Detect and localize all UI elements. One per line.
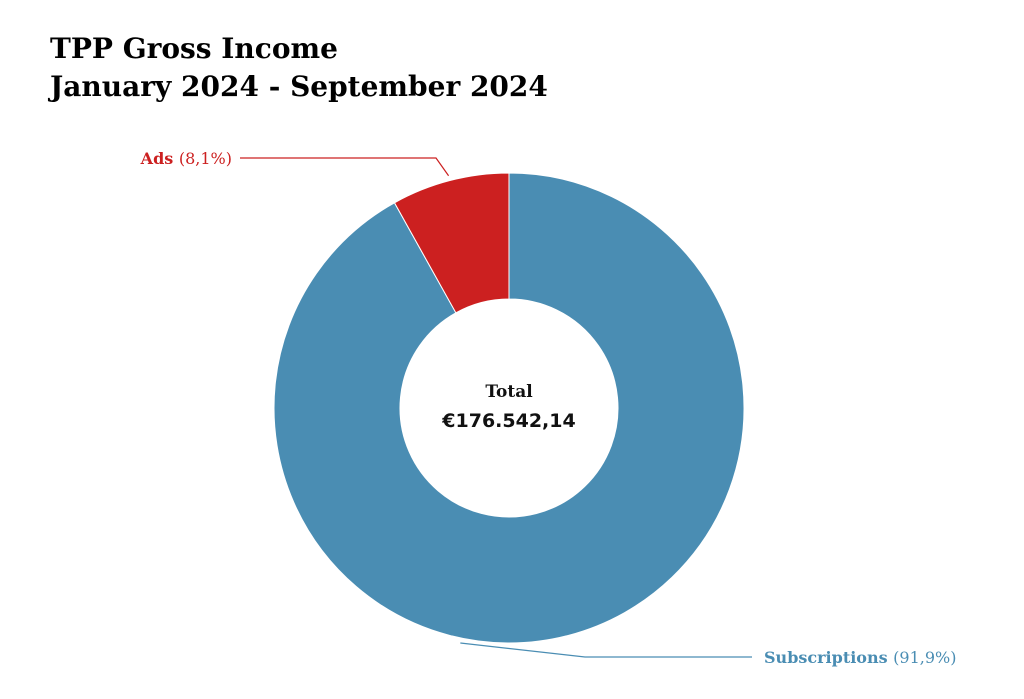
leader-line-ads: [240, 157, 450, 177]
slice-label-percent: (91,9%): [893, 648, 956, 667]
donut-slices: [273, 172, 745, 644]
slice-label-ads: Ads (8,1%): [140, 149, 232, 168]
leader-lines: [240, 157, 752, 658]
chart-title-line-2: January 2024 - September 2024: [50, 70, 548, 103]
slice-ads: [393, 172, 510, 314]
slice-label-name: Ads: [140, 149, 179, 168]
slice-label-percent: (8,1%): [179, 149, 232, 168]
chart-title: TPP Gross Income January 2024 - Septembe…: [50, 30, 548, 106]
center-total-value: €176.542,14: [441, 410, 575, 432]
slice-label-subscriptions: Subscriptions (91,9%): [764, 648, 956, 667]
chart-title-line-1: TPP Gross Income: [50, 32, 338, 65]
slice-subscriptions: [273, 172, 745, 644]
slice-labels: Subscriptions (91,9%) Ads (8,1%): [140, 149, 957, 667]
leader-line-subscriptions: [460, 642, 752, 658]
slice-label-name: Subscriptions: [764, 648, 893, 667]
center-total-label: Total: [485, 382, 533, 402]
